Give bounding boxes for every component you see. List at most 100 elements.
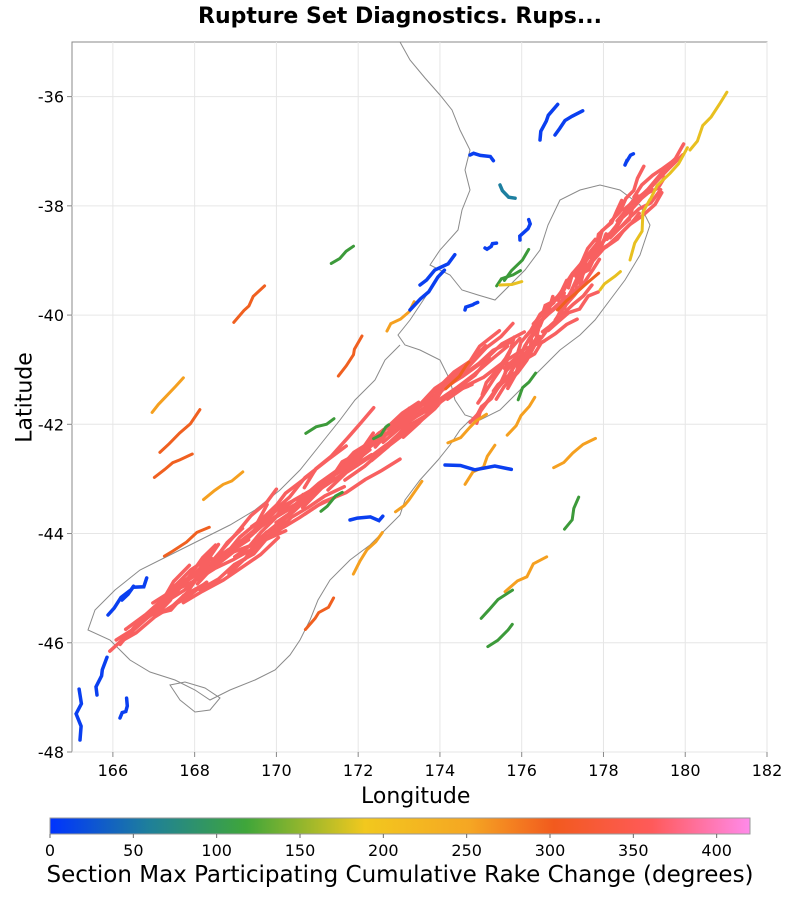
fault-trace — [506, 321, 542, 391]
fault-trace — [538, 102, 560, 142]
x-tick-label: 182 — [752, 761, 783, 780]
y-tick-label: -40 — [38, 306, 64, 325]
fault-trace — [351, 531, 384, 576]
fault-trace — [486, 622, 514, 649]
fault-trace — [520, 317, 579, 363]
fault-trace — [688, 90, 729, 152]
fault-trace — [598, 270, 622, 292]
fault-trace — [483, 241, 499, 252]
fault-trace — [329, 244, 355, 265]
fault-trace — [609, 164, 646, 223]
fault-trace — [445, 339, 546, 401]
y-tick-label: -44 — [38, 525, 64, 544]
fault-trace — [118, 696, 130, 720]
x-tick-label: 172 — [343, 761, 374, 780]
colorbar-tick-label: 350 — [618, 841, 649, 860]
fault-trace — [443, 463, 514, 472]
fault-trace — [319, 490, 344, 513]
x-axis-ticks: 166 168 170 172 174 176 178 180 182 — [98, 752, 783, 780]
y-axis-ticks: -36 -38 -40 -42 -44 -46 -48 — [38, 88, 72, 762]
fault-trace — [553, 109, 585, 137]
y-tick-label: -46 — [38, 634, 64, 653]
fault-trace — [604, 190, 664, 249]
south-island-coast — [87, 344, 471, 701]
stewart-island-coast — [169, 681, 221, 713]
fault-trace — [468, 151, 496, 163]
x-tick-label: 180 — [670, 761, 701, 780]
colorbar-tick-label: 400 — [701, 841, 732, 860]
x-axis-title: Longitude — [361, 784, 471, 809]
fault-trace — [648, 146, 689, 202]
colorbar-tick-label: 300 — [535, 841, 566, 860]
fault-trace — [303, 457, 402, 516]
x-tick-label: 170 — [261, 761, 292, 780]
colorbar-title: Section Max Participating Cumulative Rak… — [46, 862, 754, 888]
fault-trace — [623, 152, 636, 167]
colorbar-tick-label: 50 — [123, 841, 143, 860]
fault-trace — [304, 417, 336, 435]
fault-trace — [479, 588, 514, 620]
fault-trace — [348, 514, 385, 523]
fault-trace — [181, 535, 281, 605]
fault-trace — [418, 252, 457, 287]
fault-trace — [162, 525, 211, 558]
fault-sections — [74, 90, 729, 742]
fault-trace — [608, 187, 663, 240]
fault-trace — [546, 290, 600, 333]
fault-trace — [552, 436, 597, 470]
colorbar-tick-label: 250 — [451, 841, 482, 860]
fault-trace — [516, 371, 538, 402]
fault-trace — [151, 549, 216, 605]
fault-trace — [446, 412, 488, 445]
x-tick-label: 178 — [588, 761, 619, 780]
fault-trace — [434, 321, 515, 395]
fault-trace — [523, 295, 568, 339]
y-tick-label: -42 — [38, 415, 64, 434]
fault-trace — [498, 280, 524, 287]
fault-trace — [302, 405, 376, 490]
x-tick-label: 174 — [425, 761, 456, 780]
fault-trace — [498, 183, 517, 200]
fault-trace — [94, 655, 109, 697]
plot-area — [71, 41, 768, 753]
x-tick-label: 166 — [98, 761, 129, 780]
fault-trace — [408, 268, 447, 312]
colorbar — [49, 817, 751, 835]
colorbar-tick-label: 0 — [45, 841, 55, 860]
fault-trace — [202, 470, 245, 502]
y-tick-label: -48 — [38, 743, 64, 762]
chart-title: Rupture Set Diagnostics. Rups... — [198, 4, 602, 29]
x-tick-label: 168 — [179, 761, 210, 780]
fault-trace — [502, 247, 531, 282]
fault-trace — [393, 479, 424, 514]
fault-trace — [562, 495, 581, 531]
fault-trace — [150, 376, 185, 414]
fault-trace — [417, 344, 510, 416]
fault-trace — [518, 217, 533, 242]
fault-trace — [505, 395, 537, 437]
fault-trace — [556, 271, 601, 312]
fault-trace — [326, 413, 428, 492]
fault-trace — [480, 336, 522, 397]
y-tick-label: -36 — [38, 88, 64, 107]
fault-trace — [158, 408, 202, 454]
fault-trace — [74, 687, 84, 742]
colorbar-tick-label: 150 — [285, 841, 316, 860]
fault-trace — [232, 284, 267, 324]
fault-trace — [118, 580, 209, 644]
fault-trace — [120, 576, 149, 602]
fault-trace — [152, 452, 194, 479]
fault-trace — [444, 360, 471, 391]
fault-trace — [540, 283, 594, 334]
colorbar-tick-label: 100 — [201, 841, 232, 860]
y-tick-label: -38 — [38, 197, 64, 216]
colorbar-tick-label: 200 — [368, 841, 399, 860]
fault-trace — [621, 153, 685, 213]
fault-trace — [588, 198, 624, 260]
fault-trace — [336, 334, 364, 378]
fault-trace — [628, 198, 652, 262]
x-tick-label: 176 — [506, 761, 537, 780]
colorbar-ticks: 0 50 100 150 200 250 300 350 400 — [45, 834, 732, 860]
fault-trace — [211, 487, 279, 563]
